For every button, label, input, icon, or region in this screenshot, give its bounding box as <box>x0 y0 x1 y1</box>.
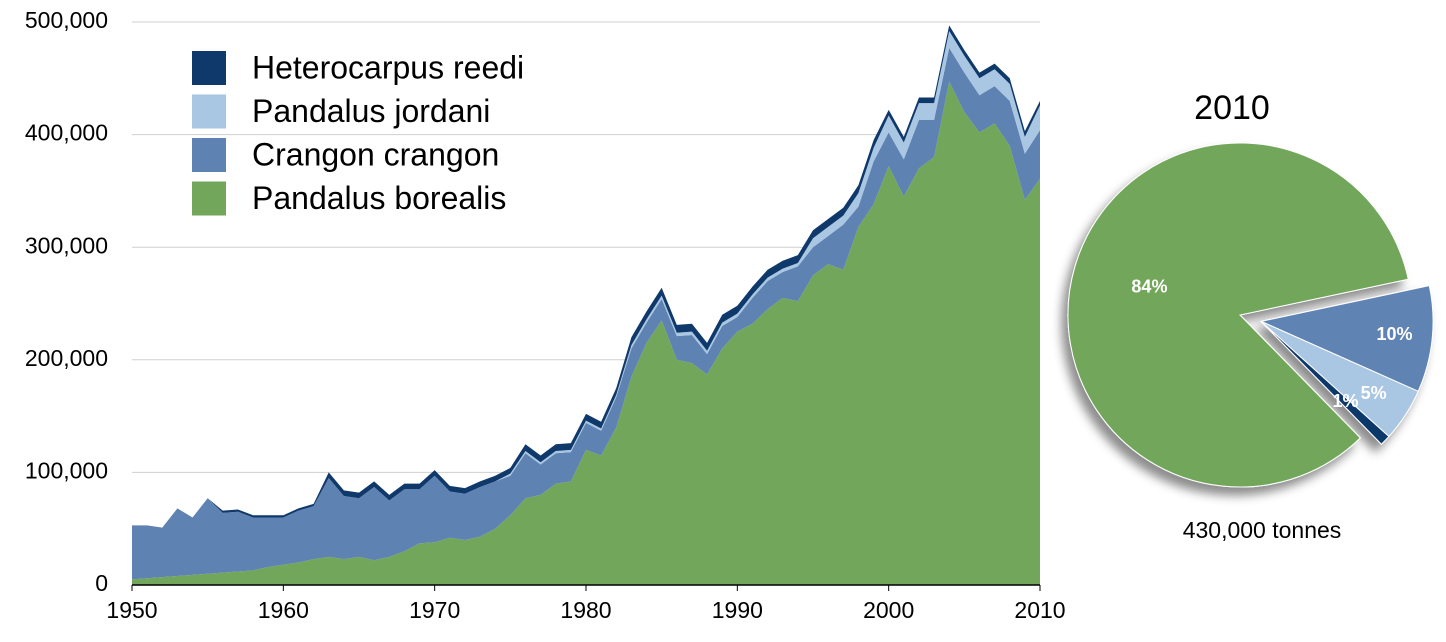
x-tick-label: 1960 <box>258 597 309 623</box>
pie-label: 5% <box>1361 383 1387 403</box>
area <box>132 81 1040 585</box>
pie-slice <box>1259 285 1434 392</box>
x-tick-label: 2000 <box>863 597 914 623</box>
legend-label: Pandalus jordani <box>252 93 490 129</box>
pie-label: 84% <box>1131 276 1167 296</box>
pie-label: 1% <box>1332 391 1358 411</box>
legend-label: Heterocarpus reedi <box>252 49 524 85</box>
legend-swatch <box>192 94 226 129</box>
x-tick-label: 1970 <box>409 597 460 623</box>
pie-slice <box>1067 142 1409 488</box>
x-tick-label: 2010 <box>1014 597 1065 623</box>
y-tick-label: 100,000 <box>25 457 108 483</box>
pie-label: 10% <box>1376 324 1412 344</box>
area <box>132 47 1040 580</box>
y-tick-label: 500,000 <box>25 7 108 33</box>
x-tick-label: 1950 <box>106 597 157 623</box>
y-tick-label: 0 <box>95 570 108 596</box>
legend-swatch <box>192 181 226 216</box>
legend-label: Pandalus borealis <box>252 180 506 216</box>
pie-slice <box>1260 320 1390 445</box>
y-tick-label: 300,000 <box>25 232 108 258</box>
legend-swatch <box>192 51 226 85</box>
x-tick-label: 1990 <box>712 597 763 623</box>
y-tick-label: 400,000 <box>25 120 108 146</box>
pie-title: 2010 <box>1194 89 1270 127</box>
legend-label: Crangon crangon <box>252 136 499 172</box>
x-tick-label: 1980 <box>560 597 611 623</box>
pie-subtitle: 430,000 tonnes <box>1183 517 1342 543</box>
y-tick-label: 200,000 <box>25 345 108 371</box>
legend-swatch <box>192 138 226 172</box>
